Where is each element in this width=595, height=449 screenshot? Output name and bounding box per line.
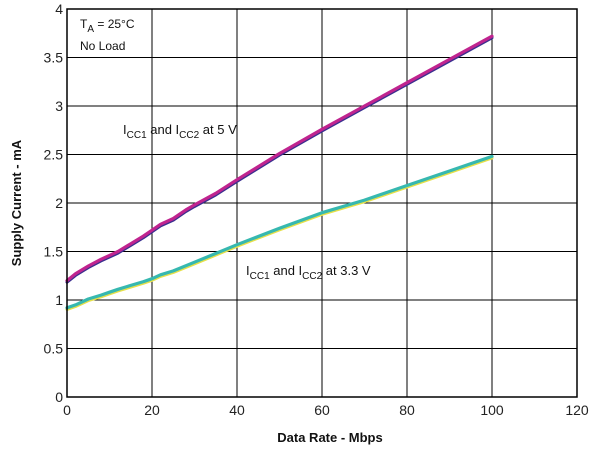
series-3v3-p2: and I	[270, 263, 303, 278]
x-tick-label: 100	[480, 402, 504, 418]
y-tick-label: 4	[55, 1, 63, 17]
load-condition: No Load	[80, 39, 125, 53]
plot-frame	[66, 8, 578, 398]
grid-lines	[67, 9, 577, 397]
x-tick-label: 60	[314, 402, 330, 418]
x-tick-labels: 0 20 40 60 80 100 120	[63, 402, 589, 418]
series-5v-label: ICC1 and ICC2 at 5 V	[123, 122, 237, 141]
series-5v-p1: I	[123, 122, 127, 137]
y-tick-label: 2	[55, 195, 63, 211]
y-tick-label: 3	[55, 98, 63, 114]
temperature-condition: TA = 25°C	[80, 17, 135, 35]
x-tick-label: 80	[399, 402, 415, 418]
y-tick-label: 1	[55, 292, 63, 308]
y-tick-label: 0	[55, 389, 63, 405]
x-tick-label: 120	[565, 402, 589, 418]
x-tick-label: 20	[144, 402, 160, 418]
series-3v3-p3: at 3.3 V	[322, 263, 371, 278]
series-layer	[65, 34, 494, 311]
y-tick-label: 3.5	[44, 50, 64, 66]
series-5v-s2: CC2	[179, 130, 199, 141]
series-1-line	[65, 34, 494, 283]
series-3v3-s2: CC2	[302, 271, 322, 282]
ta-symbol: T	[80, 17, 88, 31]
ta-value: = 25°C	[94, 17, 135, 31]
series-5v-s1: CC1	[127, 130, 147, 141]
y-axis-title: Supply Current - mA	[9, 139, 24, 266]
series-5v-p3: at 5 V	[199, 122, 237, 137]
y-tick-label: 1.5	[44, 244, 64, 260]
x-axis-title: Data Rate - Mbps	[277, 430, 382, 445]
y-tick-label: 0.5	[44, 341, 64, 357]
x-tick-label: 0	[63, 402, 71, 418]
series-3v3-p1: I	[246, 263, 250, 278]
series-5v-p2: and I	[147, 122, 180, 137]
ta-subscript: A	[87, 24, 94, 35]
x-tick-label: 40	[229, 402, 245, 418]
series-2-line	[65, 154, 494, 310]
condition-box	[68, 10, 150, 56]
series-3v3-s1: CC1	[250, 271, 270, 282]
series-3v3-label: ICC1 and ICC2 at 3.3 V	[246, 263, 371, 282]
y-tick-labels: 0 0.5 1 1.5 2 2.5 3 3.5 4	[44, 1, 64, 405]
y-tick-label: 2.5	[44, 147, 64, 163]
